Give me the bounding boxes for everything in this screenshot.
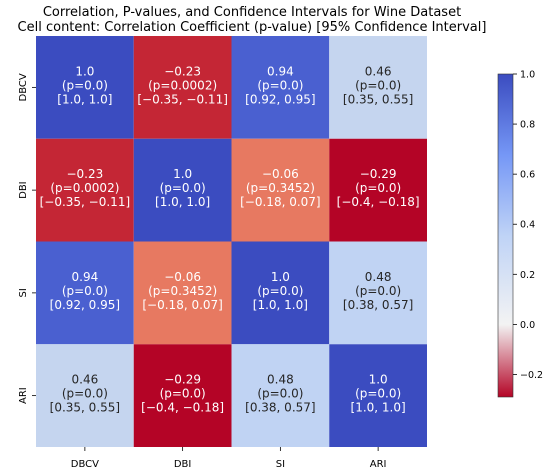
cell-annotation-p: (p=0.3452) [246, 181, 315, 195]
cell-annotation-p: (p=0.0) [355, 181, 401, 195]
heatmap-cell-dbi-si [231, 138, 330, 242]
cell-annotation-r: −0.23 [66, 167, 103, 181]
cell-annotation-r: 1.0 [271, 270, 290, 284]
cell-annotation-ci: [−0.35, −0.11] [40, 195, 131, 209]
heatmap-cell-si-si [231, 241, 330, 345]
cell-annotation-p: (p=0.0) [160, 387, 206, 401]
cell-annotation-ci: [1.0, 1.0] [351, 401, 406, 415]
heatmap-cell-si-ari [329, 241, 427, 345]
cell-annotation-r: −0.29 [164, 373, 201, 387]
x-tick-label-dbcv: DBCV [71, 459, 99, 470]
cell-annotation-ci: [−0.18, 0.07] [142, 298, 222, 312]
cell-annotation-ci: [0.35, 0.55] [50, 401, 120, 415]
cell-annotation-r: 1.0 [369, 373, 388, 387]
heatmap-cell-dbcv-si [231, 36, 330, 139]
cell-annotation-p: (p=0.0) [355, 387, 401, 401]
heatmap-cell-dbi-ari [329, 138, 427, 242]
y-tick-label-dbcv: DBCV [18, 73, 29, 101]
cell-annotation-p: (p=0.3452) [148, 284, 217, 298]
cell-annotation-r: 0.48 [267, 373, 294, 387]
heatmap-cell-si-dbcv [36, 241, 134, 345]
cell-annotation-p: (p=0.0002) [148, 78, 217, 92]
chart-subtitle: Cell content: Correlation Coefficient (p… [18, 20, 487, 35]
cell-annotation-r: 0.46 [72, 373, 99, 387]
x-tick-label-ari: ARI [370, 459, 387, 470]
heatmap-cell-dbcv-dbi [133, 36, 232, 139]
colorbar-tick-label: 0.2 [520, 270, 535, 281]
colorbar-tick-label: 0.4 [520, 220, 535, 231]
cell-annotation-r: −0.23 [164, 64, 201, 78]
y-tick-labels: DBCV DBI SI ARI [18, 73, 36, 404]
cell-annotation-ci: [0.38, 0.57] [343, 298, 413, 312]
cell-annotation-r: 0.94 [267, 64, 294, 78]
cell-annotation-ci: [−0.4, −0.18] [337, 195, 420, 209]
cell-annotation-ci: [0.38, 0.57] [245, 401, 315, 415]
colorbar-tick-label: 1.0 [520, 70, 535, 81]
colorbar-tick-label: 0.6 [520, 170, 535, 181]
cell-annotation-ci: [1.0, 1.0] [253, 298, 308, 312]
cell-annotation-ci: [−0.18, 0.07] [240, 195, 320, 209]
cell-annotation-ci: [1.0, 1.0] [57, 92, 112, 106]
heatmap-cell-dbi-dbcv [36, 138, 134, 242]
cell-annotation-ci: [0.92, 0.95] [50, 298, 120, 312]
cell-annotation-ci: [0.92, 0.95] [245, 92, 315, 106]
heatmap-cells [36, 36, 427, 447]
cell-annotation-r: −0.29 [360, 167, 397, 181]
heatmap-cell-dbcv-ari [329, 36, 427, 139]
heatmap-cell-ari-dbi [133, 344, 232, 447]
cell-annotation-r: 1.0 [75, 64, 94, 78]
x-tick-labels: DBCV DBI SI ARI [71, 447, 387, 470]
chart-title: Correlation, P-values, and Confidence In… [43, 5, 461, 20]
cell-annotation-p: (p=0.0) [62, 387, 108, 401]
cell-annotation-p: (p=0.0) [257, 284, 303, 298]
cell-annotation-ci: [−0.35, −0.11] [137, 92, 228, 106]
cell-annotation-p: (p=0.0) [62, 284, 108, 298]
heatmap-annotations: 1.0(p=0.0)[1.0, 1.0]−0.23(p=0.0002)[−0.3… [40, 64, 420, 414]
x-tick-label-dbi: DBI [174, 459, 192, 470]
cell-annotation-p: (p=0.0) [355, 78, 401, 92]
cell-annotation-p: (p=0.0) [257, 78, 303, 92]
x-tick-label-si: SI [276, 459, 285, 470]
cell-annotation-r: 0.46 [365, 64, 392, 78]
cell-annotation-r: −0.06 [164, 270, 201, 284]
cell-annotation-p: (p=0.0) [355, 284, 401, 298]
heatmap-cell-dbi-dbi [133, 138, 232, 242]
cell-annotation-ci: [0.35, 0.55] [343, 92, 413, 106]
y-tick-label-dbi: DBI [18, 181, 29, 199]
cell-annotation-r: 0.48 [365, 270, 392, 284]
cell-annotation-ci: [1.0, 1.0] [155, 195, 210, 209]
cell-annotation-p: (p=0.0) [160, 181, 206, 195]
y-tick-label-ari: ARI [18, 387, 29, 404]
colorbar [497, 73, 514, 398]
colorbar-tick-label: −0.2 [520, 370, 543, 381]
heatmap-cell-dbcv-dbcv [36, 36, 134, 139]
cell-annotation-r: 0.94 [72, 270, 99, 284]
cell-annotation-p: (p=0.0) [62, 78, 108, 92]
heatmap-cell-ari-si [231, 344, 330, 447]
heatmap-cell-ari-ari [329, 344, 427, 447]
cell-annotation-p: (p=0.0002) [50, 181, 119, 195]
cell-annotation-r: −0.06 [262, 167, 299, 181]
cell-annotation-ci: [−0.4, −0.18] [141, 401, 224, 415]
colorbar-tick-label: 0.8 [520, 120, 535, 131]
cell-annotation-p: (p=0.0) [257, 387, 303, 401]
colorbar-tick-label: 0.0 [520, 320, 535, 331]
colorbar-ticks: 1.0 0.8 0.6 0.4 0.2 0.0 −0.2 [513, 70, 543, 381]
y-tick-label-si: SI [18, 288, 29, 297]
cell-annotation-r: 1.0 [173, 167, 192, 181]
heatmap-cell-ari-dbcv [36, 344, 134, 447]
heatmap-cell-si-dbi [133, 241, 232, 345]
